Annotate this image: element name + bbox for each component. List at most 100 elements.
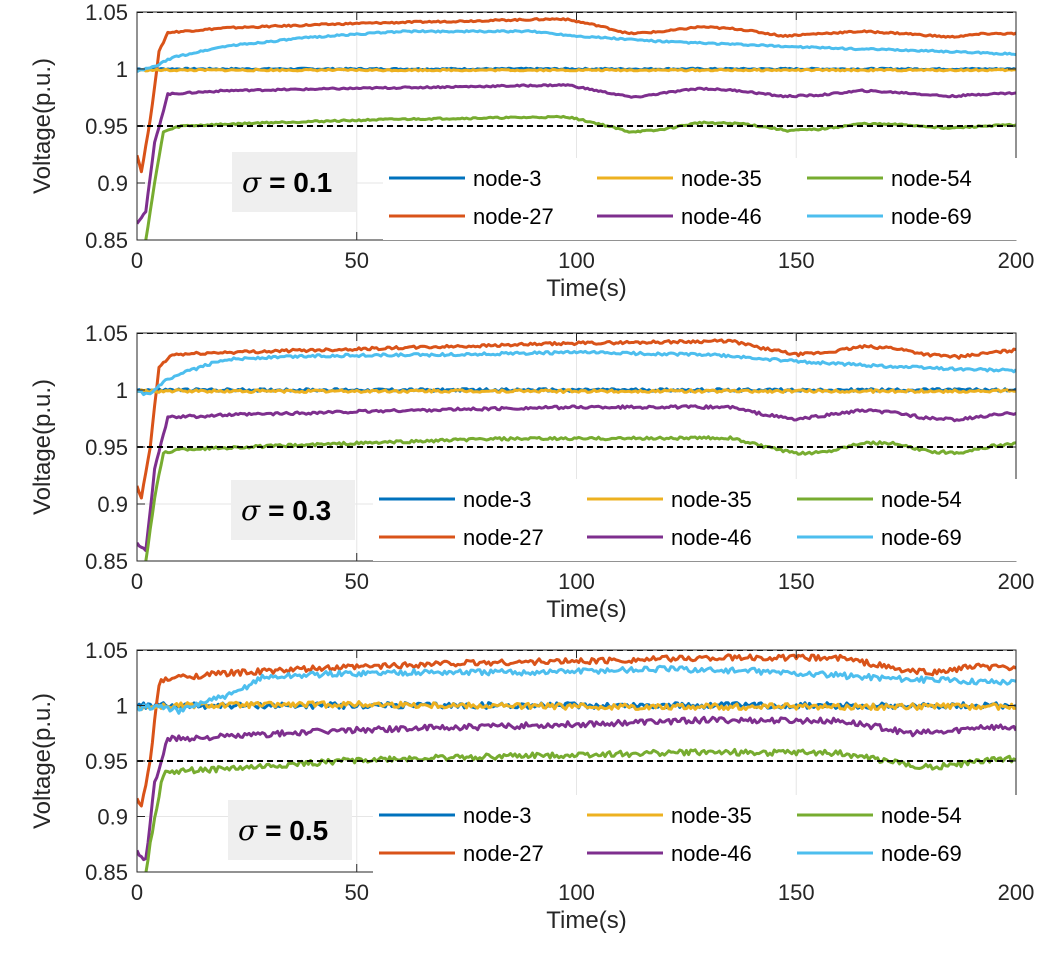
- y-tick-label: 1.05: [85, 0, 128, 25]
- y-axis-label: Voltage(p.u.): [29, 693, 56, 829]
- legend-label: node-69: [891, 204, 972, 229]
- legend-label: node-3: [463, 803, 532, 828]
- legend: node-3 node-35 node-54 node-27 node-46 node-6…: [373, 479, 1018, 561]
- y-tick-label: 0.9: [97, 805, 128, 830]
- legend-item-node-69: node-69: [797, 525, 962, 550]
- legend-item-node-3: node-3: [379, 487, 532, 512]
- sigma-symbol: σ: [241, 494, 261, 527]
- y-tick-label: 0.95: [85, 749, 128, 774]
- annotation-text: σ = 0.5: [238, 814, 328, 847]
- x-tick-label: 200: [998, 248, 1035, 273]
- x-tick-label: 100: [558, 248, 595, 273]
- legend-item-node-3: node-3: [379, 803, 532, 828]
- legend-label: node-46: [671, 841, 752, 866]
- legend-label: node-69: [881, 525, 962, 550]
- series-line-node-46: [137, 83, 1016, 225]
- y-tick-label: 0.9: [97, 492, 128, 517]
- annotation-box: [228, 800, 352, 860]
- y-axis-label: Voltage(p.u.): [29, 58, 56, 194]
- legend-item-node-35: node-35: [587, 803, 752, 828]
- annotation-box: [232, 152, 356, 212]
- legend-item-node-54: node-54: [797, 487, 962, 512]
- legend-label: node-27: [463, 525, 544, 550]
- legend-item-node-3: node-3: [389, 166, 542, 191]
- legend-label: node-3: [463, 487, 532, 512]
- legend: node-3 node-35 node-54 node-27 node-46 node-6…: [373, 795, 1018, 875]
- legend-item-node-27: node-27: [379, 525, 544, 550]
- legend-box: [383, 158, 1018, 240]
- y-axis-label: Voltage(p.u.): [29, 379, 56, 515]
- x-tick-label: 0: [131, 248, 143, 273]
- sigma-value: = 0.1: [269, 167, 332, 198]
- series-line-node-54: [144, 748, 1016, 872]
- subplot-3: 0 50 100 150 200 0.85 0.9 0.95 1 1.05 Time(s) Volta…: [29, 638, 1034, 934]
- data-area: [137, 333, 1016, 561]
- legend-label: node-35: [671, 487, 752, 512]
- legend-label: node-54: [891, 166, 972, 191]
- y-tick-label: 0.85: [85, 228, 128, 253]
- legend: node-3 node-35 node-54 node-27 node-46 node-6…: [383, 158, 1018, 240]
- legend-label: node-54: [881, 803, 962, 828]
- legend-item-node-35: node-35: [587, 487, 752, 512]
- y-tick-label: 1: [116, 57, 128, 82]
- series-line-node-35: [137, 700, 1016, 712]
- y-tick-label: 1: [116, 378, 128, 403]
- legend-label: node-35: [681, 166, 762, 191]
- sigma-value: = 0.3: [268, 495, 331, 526]
- y-tick-label: 1: [116, 694, 128, 719]
- sigma-symbol: σ: [242, 166, 262, 199]
- sigma-symbol: σ: [238, 814, 258, 847]
- series-line-node-54: [144, 114, 1016, 240]
- legend-item-node-69: node-69: [807, 204, 972, 229]
- legend-item-node-54: node-54: [807, 166, 972, 191]
- series-line-node-46: [137, 404, 1016, 553]
- legend-item-node-46: node-46: [587, 841, 752, 866]
- legend-label: node-69: [881, 841, 962, 866]
- x-tick-label: 0: [131, 880, 143, 905]
- y-tick-label: 0.85: [85, 549, 128, 574]
- x-tick-label: 50: [345, 880, 369, 905]
- x-tick-label: 150: [778, 880, 815, 905]
- data-area: [137, 650, 1016, 872]
- data-area: [137, 12, 1016, 240]
- legend-label: node-3: [473, 166, 542, 191]
- legend-item-node-27: node-27: [379, 841, 544, 866]
- x-tick-label: 100: [558, 569, 595, 594]
- series-line-node-35: [137, 388, 1016, 394]
- subplot-2: 0 50 100 150 200 0.85 0.9 0.95 1 1.05 Time(s) Volta…: [29, 321, 1034, 623]
- legend-box: [373, 795, 1018, 875]
- legend-label: node-46: [681, 204, 762, 229]
- y-tick-label: 0.9: [97, 171, 128, 196]
- y-tick-label: 1.05: [85, 321, 128, 346]
- series-line-node-27: [137, 17, 1016, 174]
- legend-label: node-46: [671, 525, 752, 550]
- x-tick-label: 100: [558, 880, 595, 905]
- legend-label: node-54: [881, 487, 962, 512]
- sigma-annotation: σ = 0.1: [232, 152, 356, 212]
- x-tick-label: 200: [998, 569, 1035, 594]
- sigma-annotation: σ = 0.5: [228, 800, 352, 860]
- x-tick-label: 150: [778, 248, 815, 273]
- sigma-value: = 0.5: [265, 815, 328, 846]
- x-tick-label: 200: [998, 880, 1035, 905]
- legend-label: node-27: [463, 841, 544, 866]
- series-line-node-35: [137, 67, 1016, 73]
- x-axis-label: Time(s): [546, 596, 626, 623]
- series-line-node-69: [137, 29, 1016, 74]
- legend-item-node-69: node-69: [797, 841, 962, 866]
- y-tick-label: 0.85: [85, 860, 128, 885]
- x-tick-label: 150: [778, 569, 815, 594]
- x-axis-label: Time(s): [546, 275, 626, 302]
- legend-item-node-35: node-35: [597, 166, 762, 191]
- y-tick-label: 0.95: [85, 435, 128, 460]
- annotation-box: [231, 480, 355, 540]
- series-line-node-69: [137, 664, 1016, 715]
- legend-item-node-46: node-46: [587, 525, 752, 550]
- y-tick-label: 0.95: [85, 114, 128, 139]
- legend-label: node-27: [473, 204, 554, 229]
- series-line-node-69: [137, 349, 1016, 397]
- legend-item-node-54: node-54: [797, 803, 962, 828]
- sigma-annotation: σ = 0.3: [231, 480, 355, 540]
- x-tick-label: 0: [131, 569, 143, 594]
